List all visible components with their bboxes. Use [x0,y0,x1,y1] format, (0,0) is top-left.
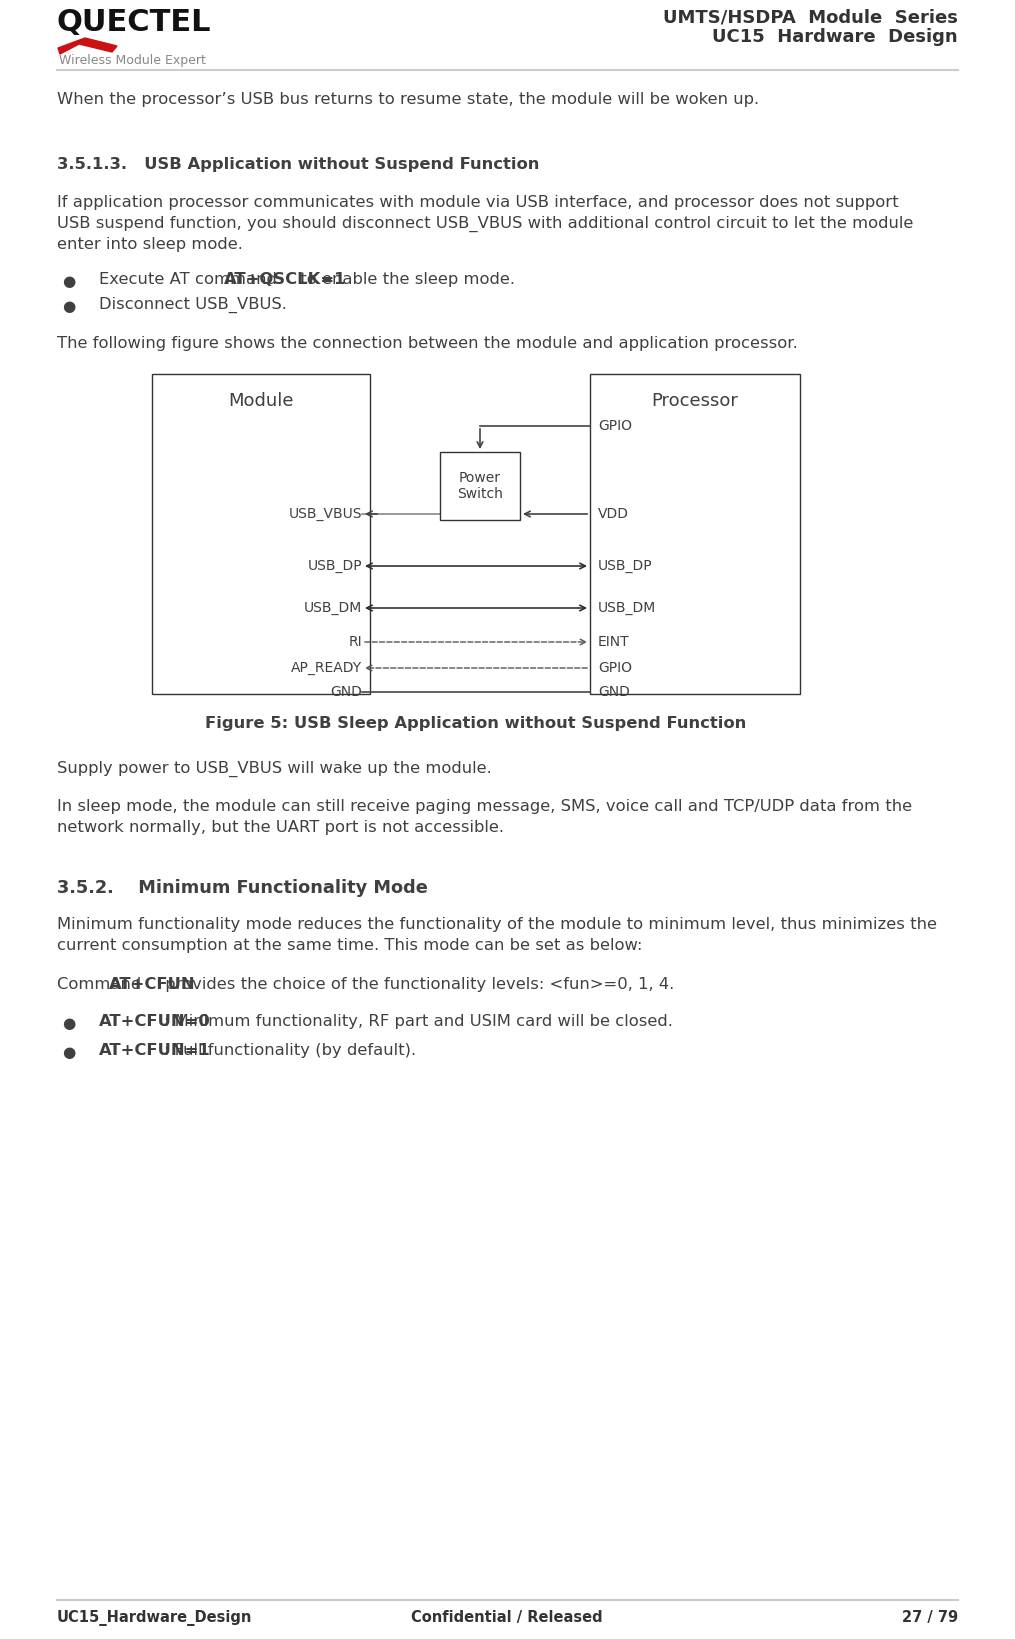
Text: UC15  Hardware  Design: UC15 Hardware Design [713,28,958,46]
Text: USB_VBUS: USB_VBUS [288,506,362,521]
Text: AT+CFUN=1: AT+CFUN=1 [99,1042,211,1059]
Text: USB suspend function, you should disconnect USB_VBUS with additional control cir: USB suspend function, you should disconn… [57,216,914,233]
Text: ●: ● [62,1016,75,1031]
Text: 3.5.1.3.   USB Application without Suspend Function: 3.5.1.3. USB Application without Suspend… [57,157,539,172]
Text: AT+QSCLK=1: AT+QSCLK=1 [223,272,346,287]
Text: current consumption at the same time. This mode can be set as below:: current consumption at the same time. Th… [57,938,642,952]
Text: In sleep mode, the module can still receive paging message, SMS, voice call and : In sleep mode, the module can still rece… [57,798,912,815]
Text: ●: ● [62,274,75,288]
Text: Figure 5: USB Sleep Application without Suspend Function: Figure 5: USB Sleep Application without … [205,716,747,731]
Text: UC15_Hardware_Design: UC15_Hardware_Design [57,1609,253,1626]
Text: 3.5.2.    Minimum Functionality Mode: 3.5.2. Minimum Functionality Mode [57,879,428,897]
Text: ●: ● [62,298,75,315]
Text: AT+CFUN: AT+CFUN [110,977,196,992]
Bar [152,374,370,693]
Text: USB_DP: USB_DP [308,559,362,574]
Text: enter into sleep mode.: enter into sleep mode. [57,238,243,252]
Text: Minimum functionality mode reduces the functionality of the module to minimum le: Minimum functionality mode reduces the f… [57,916,937,933]
Text: AP_READY: AP_READY [291,661,362,675]
Text: GPIO: GPIO [598,420,632,433]
Text: GPIO: GPIO [598,661,632,675]
Bar [590,374,800,693]
Text: network normally, but the UART port is not accessible.: network normally, but the UART port is n… [57,820,504,834]
Text: Processor: Processor [652,392,739,410]
Text: Confidential / Released: Confidential / Released [411,1609,603,1624]
Text: RI: RI [348,634,362,649]
Text: GND: GND [330,685,362,698]
Text: When the processor’s USB bus returns to resume state, the module will be woken u: When the processor’s USB bus returns to … [57,92,759,107]
Text: Power
Switch: Power Switch [457,470,503,502]
Text: USB_DP: USB_DP [598,559,653,574]
Text: Module: Module [228,392,293,410]
Text: Wireless Module Expert: Wireless Module Expert [59,54,206,67]
Text: 27 / 79: 27 / 79 [902,1609,958,1624]
Text: EINT: EINT [598,634,629,649]
Text: If application processor communicates with module via USB interface, and process: If application processor communicates wi… [57,195,898,210]
Text: ●: ● [62,1046,75,1060]
Polygon shape [58,38,117,54]
Text: AT+CFUN=0: AT+CFUN=0 [99,1015,211,1029]
Text: Supply power to USB_VBUS will wake up the module.: Supply power to USB_VBUS will wake up th… [57,760,491,777]
Text: : Minimum functionality, RF part and USIM card will be closed.: : Minimum functionality, RF part and USI… [163,1015,673,1029]
Text: GND: GND [598,685,630,698]
Text: USB_DM: USB_DM [598,602,657,615]
Text: Disconnect USB_VBUS.: Disconnect USB_VBUS. [99,297,287,313]
Text: to enable the sleep mode.: to enable the sleep mode. [295,272,516,287]
Text: : Full functionality (by default).: : Full functionality (by default). [163,1042,416,1059]
Text: The following figure shows the connection between the module and application pro: The following figure shows the connectio… [57,336,798,351]
Text: UMTS/HSDPA  Module  Series: UMTS/HSDPA Module Series [663,8,958,26]
Text: Command: Command [57,977,146,992]
Text: QUECTEL: QUECTEL [57,8,211,38]
Text: VDD: VDD [598,506,629,521]
Text: provides the choice of the functionality levels: <fun>=0, 1, 4.: provides the choice of the functionality… [159,977,674,992]
Text: Execute AT command: Execute AT command [99,272,282,287]
Text: USB_DM: USB_DM [303,602,362,615]
Bar [439,452,520,520]
